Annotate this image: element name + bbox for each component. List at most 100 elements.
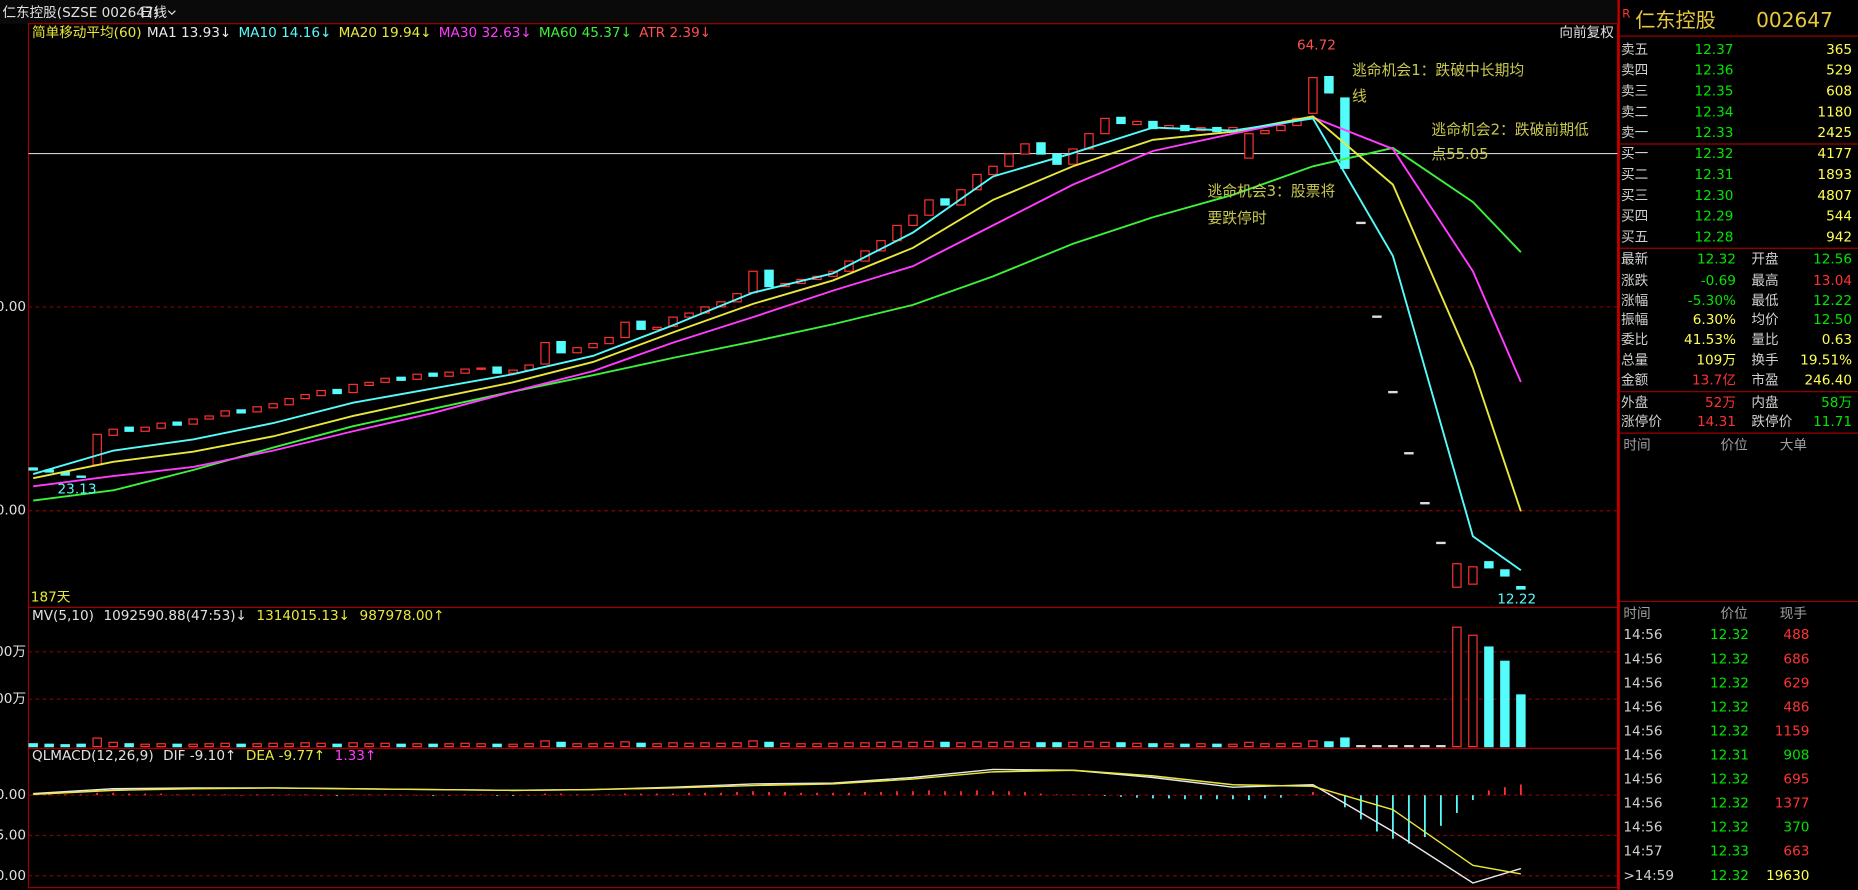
volume-bar	[220, 742, 230, 748]
volume-bar	[972, 741, 982, 748]
book-label: 卖三	[1621, 83, 1648, 99]
stat-label: 外盘	[1621, 394, 1648, 411]
volume-bar	[1276, 743, 1286, 748]
candle	[1260, 130, 1270, 135]
book-price: 12.30	[1694, 188, 1733, 204]
stat-label: 涨跌	[1621, 273, 1649, 289]
indicator-legend: 1.33↑	[335, 748, 377, 764]
candle	[1500, 569, 1510, 577]
candle	[476, 367, 486, 370]
tick-volume: 1159	[1775, 723, 1810, 739]
volume-bar	[1452, 626, 1462, 748]
stat-label: 振幅	[1621, 312, 1648, 328]
candle	[1132, 120, 1142, 126]
tick-price: 12.33	[1710, 844, 1749, 860]
volume-bar	[1500, 660, 1510, 748]
stat-value: 246.40	[1804, 372, 1852, 388]
candle	[76, 475, 86, 478]
volume-bar	[140, 743, 150, 748]
candle	[1372, 315, 1382, 318]
annotation: 线	[1352, 88, 1367, 105]
candle	[1036, 142, 1046, 155]
volume-bar	[796, 743, 806, 748]
tick-time: 14:56	[1623, 699, 1662, 715]
book-price: 12.35	[1694, 83, 1733, 99]
book-volume: 1180	[1817, 104, 1852, 120]
stat-label: 最新	[1621, 252, 1649, 268]
dropdown-icon[interactable]	[167, 10, 176, 16]
volume-bar	[1484, 646, 1494, 748]
candle	[268, 403, 278, 409]
candle	[988, 165, 998, 176]
volume-bar	[988, 741, 998, 748]
book-label: 卖五	[1621, 42, 1648, 58]
candle	[396, 376, 406, 381]
candle	[1468, 566, 1478, 585]
candle	[124, 426, 134, 432]
volume-bar	[268, 742, 278, 748]
tick-volume: 1377	[1775, 796, 1810, 812]
volume-bar	[316, 742, 326, 748]
book-price: 12.29	[1694, 209, 1733, 225]
volume-bar	[668, 742, 678, 748]
tick-volume: 629	[1783, 675, 1809, 691]
candle	[556, 340, 566, 354]
candle	[140, 426, 150, 432]
book-volume: 2425	[1817, 125, 1852, 141]
candle	[972, 173, 982, 191]
book-price: 12.37	[1694, 42, 1733, 58]
candle	[364, 381, 374, 386]
candle	[1516, 585, 1526, 590]
volume-bar	[1148, 743, 1158, 748]
candle	[380, 377, 390, 383]
stat-value: 13.04	[1813, 273, 1852, 289]
volume-bar	[1100, 741, 1110, 748]
volume-bar	[284, 743, 294, 748]
book-volume: 1893	[1817, 167, 1852, 183]
candle	[1388, 390, 1398, 394]
candle	[204, 415, 214, 420]
volume-bar	[92, 737, 102, 748]
volume-bar	[508, 743, 518, 748]
volume-bar	[700, 742, 710, 748]
candle	[636, 320, 646, 330]
tick-price: 12.32	[1710, 651, 1749, 667]
volume-bar	[1244, 741, 1254, 748]
tick-time: >14:59	[1623, 868, 1674, 884]
volume-bar	[1212, 743, 1222, 748]
tick-time: 14:56	[1623, 627, 1662, 643]
volume-bar	[60, 744, 70, 748]
stat-value: 6.30%	[1693, 312, 1736, 328]
candle	[28, 467, 38, 471]
stat-value: 12.50	[1813, 312, 1852, 328]
candle	[92, 433, 102, 466]
stat-value: 13.7亿	[1692, 372, 1736, 388]
volume-bar	[1132, 742, 1142, 748]
tick-time: 14:57	[1623, 844, 1662, 860]
volume-bar	[1036, 742, 1046, 748]
y-tick-label: 0.00	[0, 787, 26, 803]
candle	[924, 199, 934, 216]
volume-bar	[28, 743, 38, 748]
candle	[1116, 116, 1126, 125]
stat-label: 内盘	[1751, 394, 1778, 411]
stat-value: 12.32	[1697, 252, 1736, 268]
volume-bar	[636, 742, 646, 748]
volume-bar	[604, 742, 614, 748]
volume-bar	[1116, 742, 1126, 748]
toolbar	[0, 0, 1618, 24]
volume-bar	[332, 743, 342, 748]
indicator-legend: 987978.00↑	[360, 608, 445, 624]
y-tick-label: 200万	[0, 644, 26, 660]
adjust-mode[interactable]: 向前复权	[1559, 24, 1614, 41]
ma-legend: ATR 2.39↓	[639, 25, 711, 41]
stat-label: 涨停价	[1621, 413, 1662, 430]
tick-volume: 19630	[1766, 868, 1809, 884]
indicator-legend: MV(5,10)	[32, 608, 94, 624]
volume-bar	[1004, 741, 1014, 748]
candle	[412, 373, 422, 380]
period-select[interactable]: 日线	[140, 5, 168, 21]
indicator-name[interactable]: 简单移动平均(60)	[32, 24, 142, 41]
stat-value: -5.30%	[1688, 293, 1736, 309]
